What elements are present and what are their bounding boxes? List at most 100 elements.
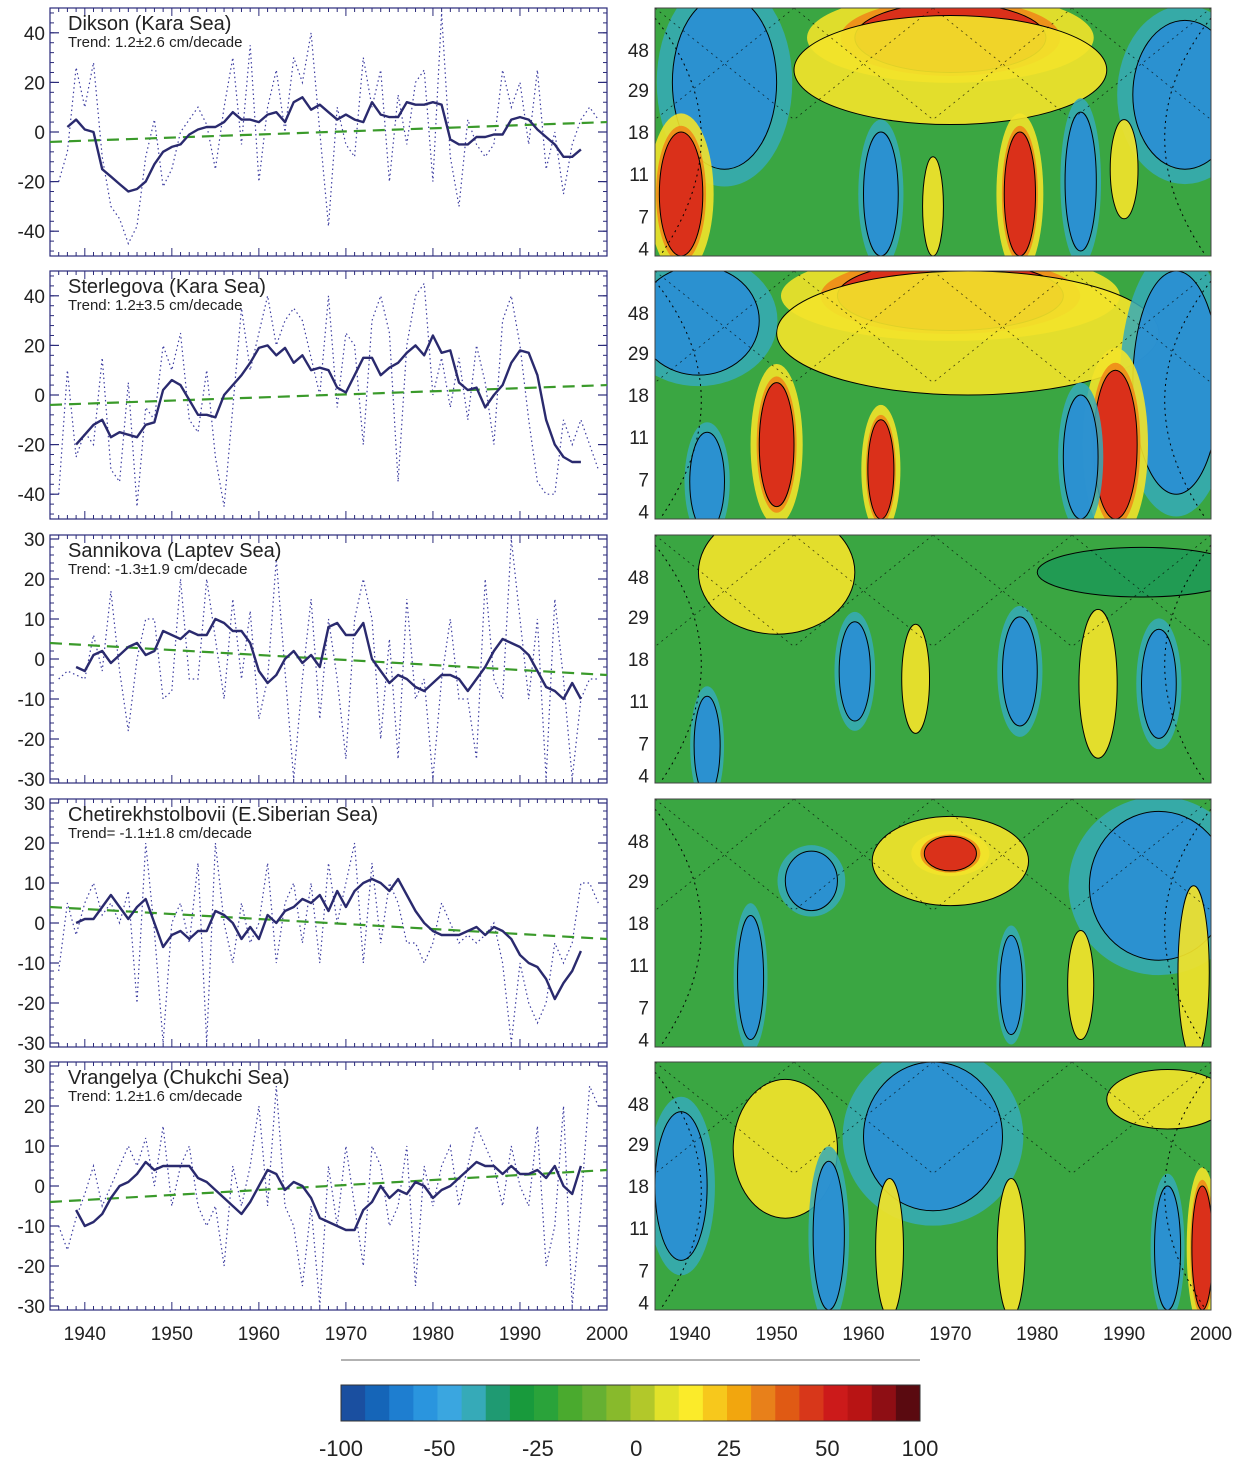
panel-sterlegova: 40 20 0 -20 -40 Sterlegova (Kara Sea)Trend: 1… xyxy=(18,270,608,520)
y-tick-label: 0 xyxy=(34,650,45,671)
wavelet-blue-blob xyxy=(1132,20,1211,170)
wavelet-contour-line xyxy=(1191,1185,1211,1310)
wavelet-contour-line xyxy=(923,835,977,872)
wavelet-contour-line xyxy=(784,850,838,912)
panel-trend-text: Trend: -1.3±1.9 cm/decade xyxy=(68,561,247,578)
dotted-guide-line xyxy=(1210,1062,1211,1063)
wavelet-contour-line xyxy=(658,131,704,256)
period-tick-label: 18 xyxy=(628,1177,649,1198)
period-tick-label: 11 xyxy=(629,428,649,449)
wavelet-contour-line xyxy=(758,382,795,508)
colorbar-swatch xyxy=(895,1385,921,1421)
wavelet-red-blob xyxy=(1004,132,1036,256)
colorbar-tick-label: -25 xyxy=(522,1436,554,1461)
colorbar-swatch xyxy=(823,1385,849,1421)
trend-dashed-line xyxy=(49,120,608,144)
colorbar-swatch xyxy=(654,1385,680,1421)
wavelet-contour-line xyxy=(1088,810,1211,961)
y-tick-label: 40 xyxy=(24,24,45,45)
y-tick-label: 0 xyxy=(34,386,45,407)
smoothed-series-line xyxy=(66,96,582,193)
wavelet-blue-blob xyxy=(1063,395,1099,519)
colorbar-swatch xyxy=(437,1385,463,1421)
dotted-guide-line xyxy=(1210,8,1211,9)
period-tick-label: 48 xyxy=(628,304,649,325)
colorbar-swatch xyxy=(871,1385,897,1421)
wavelet-panel: 48 29 18 11 7 4 xyxy=(628,1061,1212,1315)
wavelet-yellow-blob xyxy=(794,15,1107,125)
y-tick-label: 10 xyxy=(24,1137,45,1158)
y-tick-label: 10 xyxy=(24,610,45,631)
x-tick-label-right: 1960 xyxy=(842,1324,884,1345)
y-tick-label: -20 xyxy=(18,1257,45,1278)
smoothed-series-line xyxy=(75,1160,583,1232)
colorbar-swatch xyxy=(847,1385,873,1421)
colorbar-swatch xyxy=(606,1385,631,1421)
period-tick-label: 11 xyxy=(629,956,649,977)
period-tick-label: 29 xyxy=(628,344,649,365)
wavelet-contour-line xyxy=(999,934,1023,1036)
y-tick-label: -20 xyxy=(18,436,45,457)
wavelet-contour-line xyxy=(732,1078,838,1219)
wavelet-yellow-blob xyxy=(1177,885,1210,1047)
period-tick-label: 7 xyxy=(638,470,649,491)
period-tick-label: 7 xyxy=(638,998,649,1019)
wavelet-contour-line xyxy=(996,1178,1026,1310)
y-tick-label: -20 xyxy=(18,173,45,194)
wavelet-contour-line xyxy=(1132,19,1211,170)
wavelet-contour-line xyxy=(1177,885,1210,1047)
wavelet-contour-line xyxy=(689,431,725,519)
wavelet-red-blob xyxy=(1191,1186,1211,1310)
y-tick-label: 30 xyxy=(24,794,45,815)
dotted-guide-line xyxy=(1210,535,1211,536)
wavelet-blue-blob xyxy=(1132,271,1211,495)
y-tick-label: 30 xyxy=(24,1057,45,1078)
wavelet-blue-blob xyxy=(1154,1186,1181,1310)
wavelet-red-blob xyxy=(867,419,894,519)
wavelet-panel: 48 29 18 11 7 4 xyxy=(628,270,1212,524)
raw-series-dotted-line xyxy=(58,842,599,1044)
raw-series-dotted-line xyxy=(58,12,599,246)
wavelet-blue-blob xyxy=(785,851,838,911)
wavelet-contour-line xyxy=(1003,131,1037,256)
panel-trend-text: Trend= -1.1±1.8 cm/decade xyxy=(68,825,252,842)
trend-dashed-line xyxy=(49,383,608,407)
panel-title: Sannikova (Laptev Sea) xyxy=(68,540,281,562)
wavelet-contours xyxy=(655,799,1211,1047)
panel-title: Chetirekhstolbovii (E.Siberian Sea) xyxy=(68,804,378,826)
x-tick-label-left: 1980 xyxy=(412,1324,454,1345)
colorbar-swatch xyxy=(485,1385,511,1421)
wavelet-contour-line xyxy=(871,815,1030,907)
colorbar-swatch xyxy=(509,1385,535,1421)
wavelet-blue-blob xyxy=(655,1111,708,1261)
y-tick-label: 0 xyxy=(34,914,45,935)
trend-dashed-line xyxy=(49,905,608,941)
wavelet-contour-line xyxy=(1067,929,1095,1041)
colorbar-swatch xyxy=(751,1385,776,1421)
x-tick-label-right: 2000 xyxy=(1190,1324,1232,1345)
x-tick-label-right: 1980 xyxy=(1016,1324,1058,1345)
period-tick-label: 4 xyxy=(638,1031,649,1052)
wavelet-red-blob xyxy=(924,836,977,871)
wavelet-red-blob xyxy=(659,132,703,256)
wavelet-yellow-blob xyxy=(1110,119,1139,219)
dotted-guide-line xyxy=(1210,1173,1211,1174)
wavelet-contour-line xyxy=(697,535,856,635)
colorbar-swatch xyxy=(727,1385,752,1421)
smoothed-series-line xyxy=(75,877,583,1001)
wavelet-contour-line xyxy=(1036,546,1211,598)
y-tick-label: 10 xyxy=(24,874,45,895)
dotted-guide-line xyxy=(1210,382,1211,383)
wavelet-panel: 48 29 18 11 7 4 xyxy=(628,534,1212,788)
wavelet-yellow-blob xyxy=(1106,1069,1211,1129)
y-tick-label: -20 xyxy=(18,730,45,751)
smoothed-series-line xyxy=(75,617,582,701)
wavelet-contour-line xyxy=(1064,111,1097,252)
wavelet-green-blob xyxy=(1037,547,1211,597)
y-tick-label: 20 xyxy=(24,834,45,855)
wavelet-blue-blob xyxy=(655,271,760,376)
wavelet-blue-blob xyxy=(863,1062,1003,1211)
y-tick-label: -10 xyxy=(18,954,45,975)
panel-trend-text: Trend: 1.2±3.5 cm/decade xyxy=(68,297,242,314)
